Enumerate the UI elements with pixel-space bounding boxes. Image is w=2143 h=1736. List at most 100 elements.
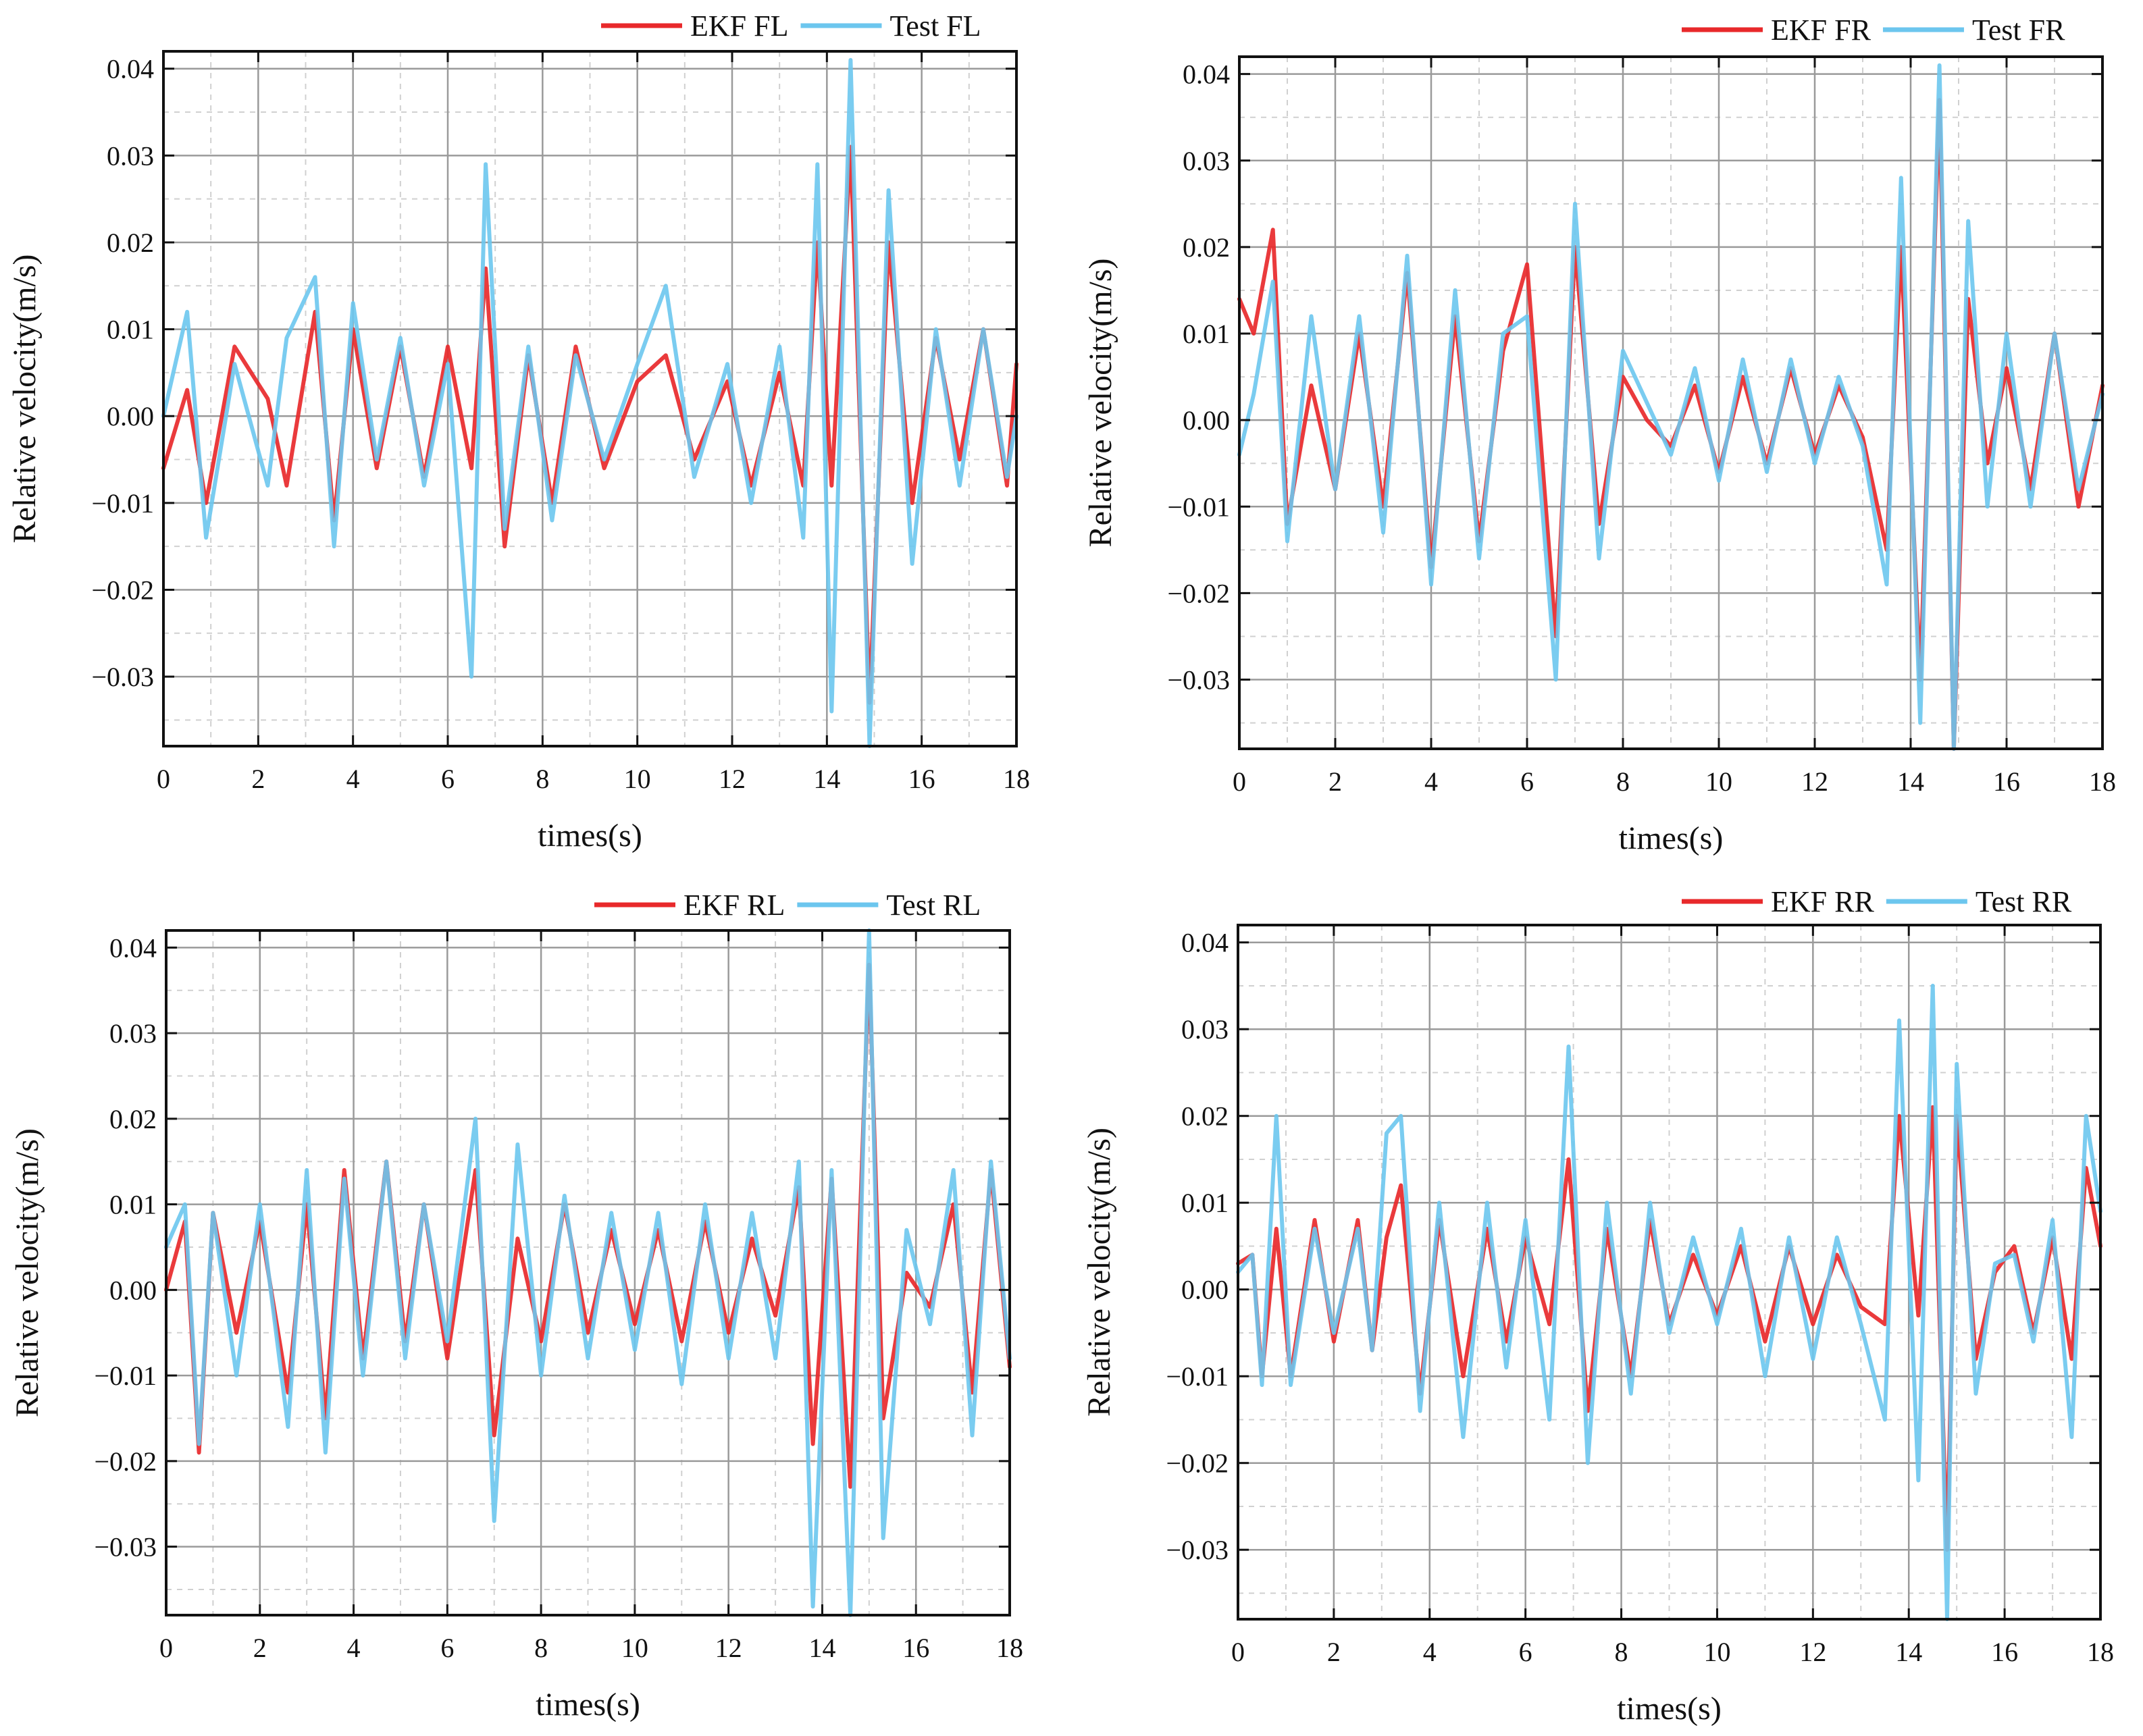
x-tick-label: 14 [808, 1633, 835, 1663]
y-tick-label: 0.01 [1181, 1188, 1229, 1218]
y-tick-label: −0.03 [1167, 665, 1230, 695]
x-tick-label: 0 [1231, 1637, 1245, 1667]
plot-frame [1237, 924, 2102, 1621]
x-tick-label: 12 [719, 764, 746, 794]
x-axis-title: times(s) [536, 1687, 640, 1722]
series-line-test-rr [1236, 983, 2102, 1621]
legend-label: Test FR [1972, 14, 2065, 47]
y-tick-label: −0.03 [91, 662, 154, 692]
x-axis-title: times(s) [1617, 1691, 1722, 1727]
x-tick-label: 18 [1003, 764, 1030, 794]
y-tick-label: 0.02 [1181, 1101, 1229, 1132]
y-tick-label: 0.00 [1183, 405, 1230, 436]
y-tick-label: 0.00 [109, 1275, 157, 1305]
x-tick-label: 18 [2089, 766, 2116, 797]
x-tick-label: 14 [1897, 766, 1924, 797]
series-line-test-fl [161, 57, 1018, 748]
x-tick-label: 12 [715, 1633, 742, 1663]
x-tick-label: 2 [1327, 1637, 1341, 1667]
y-tick-label: −0.02 [94, 1446, 157, 1477]
y-tick-label: 0.03 [107, 140, 154, 171]
legend-label: Test RR [1976, 885, 2072, 918]
y-tick-label: 0.03 [1183, 146, 1230, 176]
x-tick-label: 8 [1615, 1637, 1628, 1667]
x-tick-label: 6 [440, 1633, 454, 1663]
y-tick-label: 0.00 [107, 401, 154, 431]
grid [1237, 925, 2102, 1619]
x-tick-label: 8 [536, 764, 549, 794]
x-tick-label: 18 [996, 1633, 1023, 1663]
y-tick-label: −0.02 [1167, 578, 1230, 608]
legend-label: EKF RL [683, 889, 785, 922]
y-axis-title: Relative velocity(m/s) [1081, 1128, 1117, 1417]
y-tick-label: −0.03 [1166, 1535, 1229, 1565]
x-tick-label: 0 [1233, 766, 1246, 797]
x-tick-label: 12 [1799, 1637, 1826, 1667]
legend: EKF FR Test FR [1682, 14, 2065, 47]
legend-label: Test FL [889, 9, 981, 43]
legend-label: Test RL [886, 889, 981, 922]
x-tick-label: 18 [2087, 1637, 2114, 1667]
x-tick-label: 2 [251, 764, 265, 794]
plot-frame [1238, 55, 2104, 750]
x-tick-label: 8 [534, 1633, 548, 1663]
legend: EKF RL Test RL [594, 889, 981, 922]
y-tick-label: −0.01 [1167, 492, 1230, 522]
series-group [1237, 63, 2105, 751]
chart-panel-fl: 0 2 4 6 8 10 12 14 16 18 −0.03 −0.02 −0.01 0.00 0.01 0.… [7, 9, 1030, 853]
y-axis-title: Relative velocity(m/s) [1083, 259, 1118, 548]
x-tick-label: 16 [1993, 766, 2020, 797]
y-tick-label: 0.01 [107, 315, 154, 345]
chart-panel-rr: 0 2 4 6 8 10 12 14 16 18 −0.03 −0.02 −0.01 0.00 0.01 0.… [1081, 885, 2114, 1727]
x-tick-label: 6 [441, 764, 455, 794]
series-group [164, 928, 1012, 1617]
y-tick-label: 0.01 [1183, 319, 1230, 349]
y-tick-label: −0.02 [91, 575, 154, 605]
x-tick-label: 16 [902, 1633, 929, 1663]
y-tick-label: 0.00 [1181, 1275, 1229, 1305]
x-tick-label: 0 [157, 764, 170, 794]
y-tick-label: 0.04 [1183, 59, 1230, 90]
y-tick-label: 0.01 [109, 1190, 157, 1220]
x-tick-label: 10 [624, 764, 651, 794]
y-axis-title: Relative velocity(m/s) [9, 1128, 45, 1417]
series-group [1236, 983, 2102, 1621]
series-line-test-fr [1237, 63, 2105, 751]
y-tick-label: 0.04 [1181, 928, 1229, 958]
x-tick-label: 16 [1991, 1637, 2018, 1667]
chart-panel-rl: 0 2 4 6 8 10 12 14 16 18 −0.03 −0.02 −0.01 0.00 0.01 0.… [9, 889, 1023, 1722]
x-tick-label: 2 [1328, 766, 1342, 797]
y-axis-title: Relative velocity(m/s) [7, 255, 43, 544]
y-tick-label: 0.03 [109, 1018, 157, 1049]
legend-label: EKF RR [1771, 885, 1874, 918]
x-tick-label: 10 [1703, 1637, 1730, 1667]
plot-frame [165, 929, 1011, 1616]
series-line-test-rl [164, 928, 1012, 1617]
x-tick-label: 16 [908, 764, 935, 794]
x-tick-label: 4 [346, 764, 360, 794]
x-tick-label: 4 [1424, 766, 1438, 797]
y-tick-label: 0.04 [107, 54, 154, 84]
x-tick-label: 14 [1895, 1637, 1922, 1667]
legend: EKF FL Test FL [601, 9, 981, 43]
series-group [161, 57, 1018, 748]
y-tick-label: −0.03 [94, 1532, 157, 1562]
y-tick-label: −0.02 [1166, 1448, 1229, 1479]
plot-frame [162, 50, 1018, 747]
x-axis-title: times(s) [1619, 820, 1724, 856]
y-tick-label: 0.02 [107, 228, 154, 258]
chart-panel-fr: 0 2 4 6 8 10 12 14 16 18 −0.03 −0.02 −0.01 0.00 0.01 0.… [1083, 14, 2116, 856]
y-tick-label: −0.01 [94, 1361, 157, 1391]
x-tick-label: 12 [1801, 766, 1828, 797]
y-tick-label: −0.01 [91, 488, 154, 519]
x-tick-label: 0 [159, 1633, 173, 1663]
x-tick-label: 8 [1616, 766, 1630, 797]
x-tick-label: 6 [1519, 1637, 1532, 1667]
x-axis-title: times(s) [538, 818, 642, 853]
x-tick-label: 2 [253, 1633, 267, 1663]
x-tick-label: 14 [813, 764, 840, 794]
x-tick-label: 10 [621, 1633, 648, 1663]
y-tick-label: 0.03 [1181, 1014, 1229, 1045]
legend: EKF RR Test RR [1682, 885, 2072, 918]
